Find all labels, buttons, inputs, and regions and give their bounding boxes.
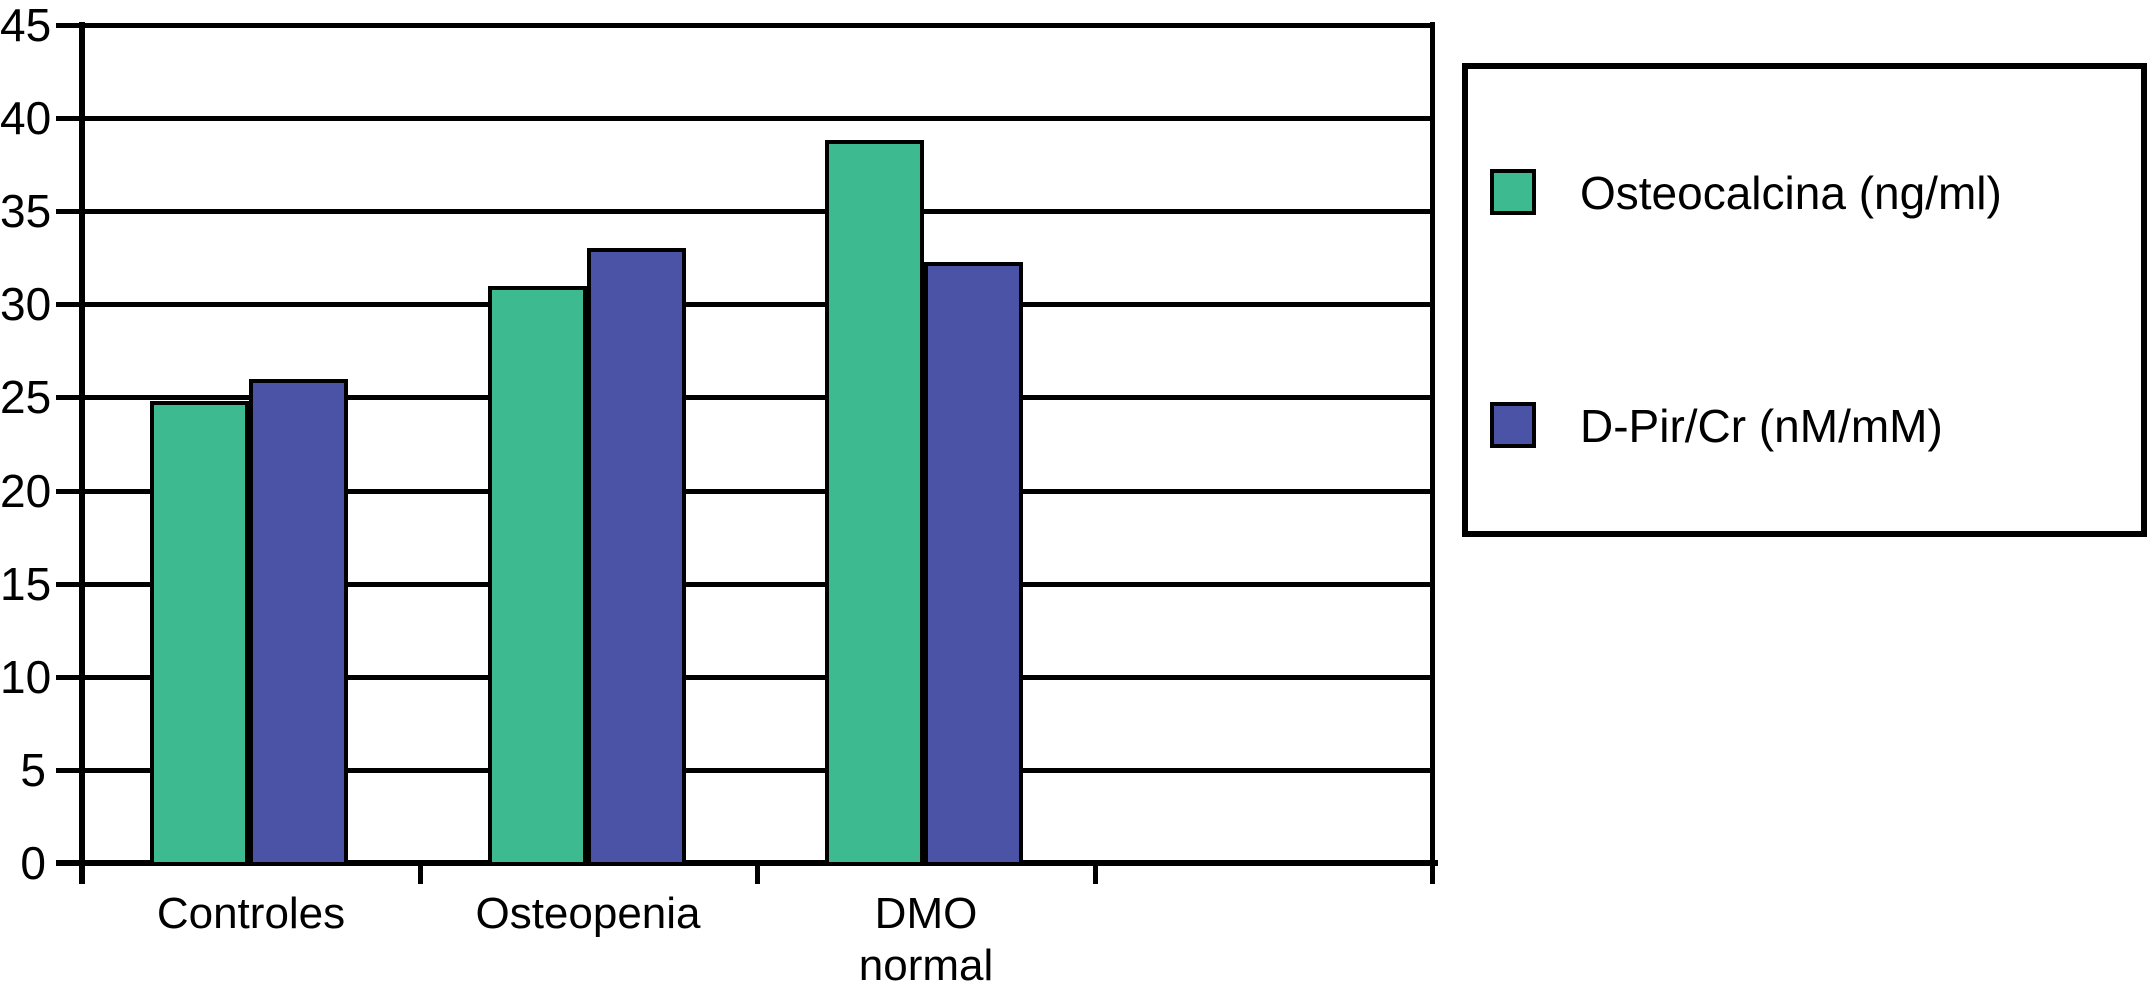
x-tick-mark-2 [755,863,760,884]
y-tick-mark-30 [56,302,82,308]
bar-controles-d-pir-cr [249,379,348,866]
y-tick-mark-20 [56,488,82,494]
legend-item-dpircr: D-Pir/Cr (nM/mM) [1468,401,2141,451]
y-tick-label-25: 25 [0,371,52,424]
y-axis-line [79,22,85,884]
x-category-label-controles: Controles [156,889,346,938]
y-tick-label-5: 5 [20,743,46,796]
x-tick-mark-3 [1093,863,1098,884]
y-tick-label-45: 45 [0,0,52,51]
y-tick-label-0: 0 [20,837,46,889]
bar-controles-osteocalcina [150,401,249,866]
y-tick-mark-15 [56,581,82,587]
y-tick-label-40: 40 [0,92,52,145]
gridline-20 [82,488,1435,494]
y-tick-label-20: 20 [0,464,52,517]
legend-item-osteocalcina: Osteocalcina (ng/ml) [1468,168,2141,218]
y-tick-label-35: 35 [0,185,52,238]
x-tick-mark-4 [1430,863,1435,884]
y-tick-label-30: 30 [0,278,52,331]
legend-label-dpircr: D-Pir/Cr (nM/mM) [1580,400,1943,452]
bar-dmo-osteocalcina [825,140,924,866]
x-tick-mark-1 [418,863,423,884]
gridline-45 [82,23,1435,28]
x-tick-mark-0 [80,863,85,884]
y-tick-mark-5 [56,767,82,773]
y-tick-mark-25 [56,395,82,401]
bar-osteopenia-d-pir-cr [587,248,686,866]
gridline-5 [82,767,1435,773]
x-category-label-dmo: DMO normal [858,889,994,985]
gridline-10 [82,674,1435,680]
bar-dmo-d-pir-cr [924,262,1023,866]
legend-swatch-dpircr [1490,402,1536,448]
legend-label-osteocalcina: Osteocalcina (ng/ml) [1580,167,2002,219]
x-axis-line [56,860,1438,866]
gridline-30 [82,302,1435,308]
gridline-35 [82,209,1435,215]
bar-osteopenia-osteocalcina [488,286,587,866]
y-tick-mark-10 [56,674,82,680]
plot-right-border [1430,22,1435,884]
gridline-40 [82,116,1435,122]
x-category-label-osteopenia: Osteopenia [475,889,701,938]
y-tick-mark-35 [56,209,82,215]
legend: Osteocalcina (ng/ml) D-Pir/Cr (nM/mM) [1462,63,2147,537]
y-tick-label-10: 10 [0,650,52,703]
y-tick-mark-0 [56,861,82,866]
gridline-15 [82,581,1435,587]
y-tick-label-15: 15 [0,557,52,610]
y-tick-mark-45 [56,23,82,28]
gridline-25 [82,395,1435,401]
y-tick-mark-40 [56,116,82,122]
legend-swatch-osteocalcina [1490,169,1536,215]
